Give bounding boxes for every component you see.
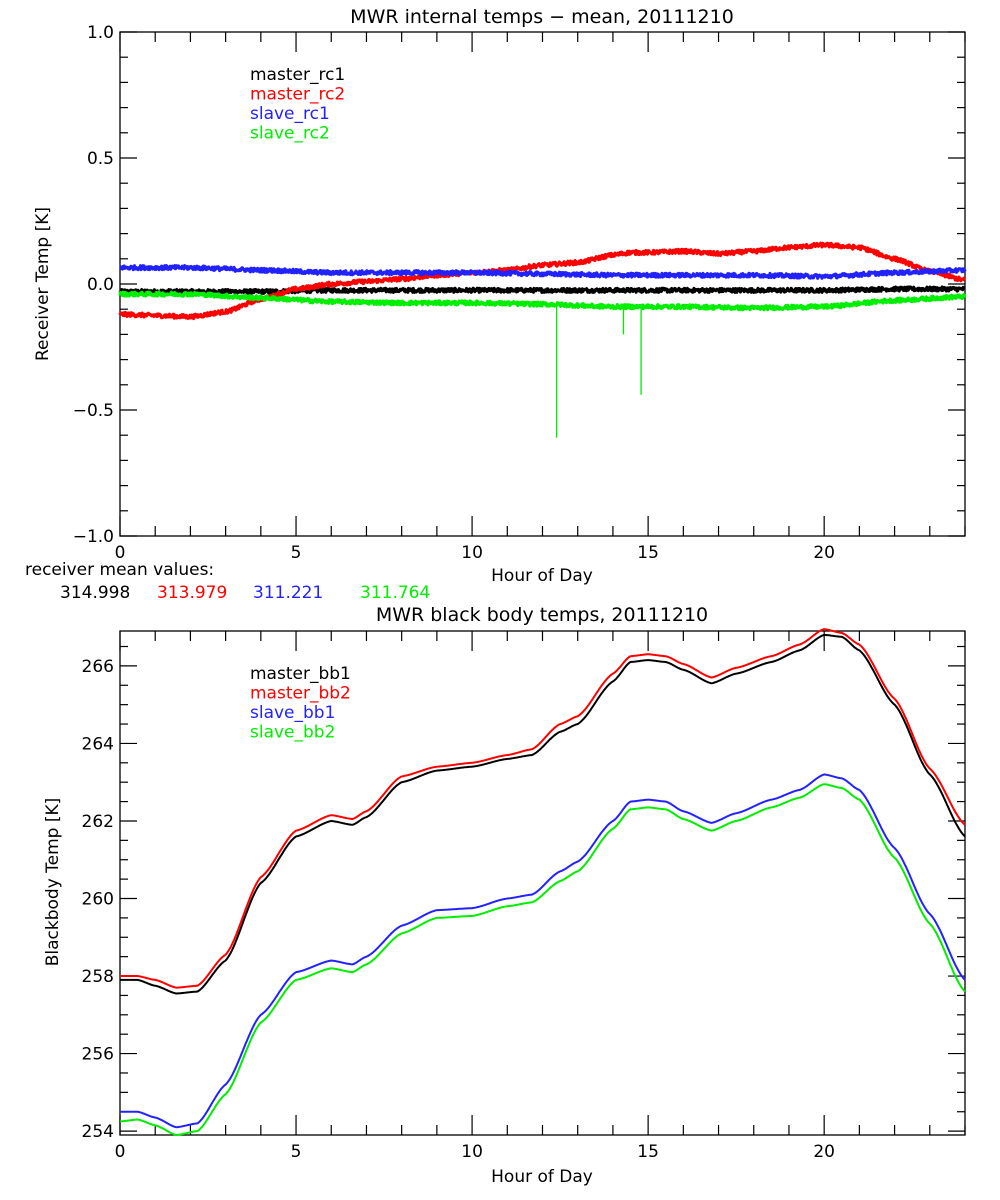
panel2-x-tick-labels: 0 5 10 15 20 — [115, 1142, 835, 1162]
mean-value: 311.221 — [253, 583, 323, 603]
receiver-mean-values-label: receiver mean values: — [25, 560, 214, 580]
y-tick-label: 264 — [82, 734, 114, 754]
legend-entry-slave_rc2: slave_rc2 — [250, 124, 330, 144]
panel2-x-axis-label: Hour of Day — [491, 1167, 593, 1187]
y-tick-label: 254 — [82, 1122, 114, 1142]
y-tick-label: 266 — [82, 657, 114, 677]
y-tick-label: 0.0 — [87, 275, 114, 295]
series-line-master_bb2 — [119, 628, 966, 989]
series-line-slave_bb2 — [119, 783, 966, 1136]
x-tick-label: 5 — [291, 543, 302, 563]
x-tick-label: 5 — [291, 1142, 302, 1162]
receiver-temps-panel: MWR internal temps − mean, 20111210 −1.0… — [25, 6, 967, 603]
x-tick-label: 0 — [115, 543, 126, 563]
series-line-slave_rc2 — [118, 290, 967, 312]
x-tick-label: 20 — [813, 543, 835, 563]
y-tick-label: 256 — [82, 1045, 114, 1065]
series-line-master_rc1 — [118, 285, 967, 296]
panel2-y-axis-label: Blackbody Temp [K] — [43, 798, 63, 967]
y-tick-label: 258 — [82, 967, 114, 987]
y-tick-label: 1.0 — [87, 23, 114, 43]
blackbody-temps-panel: MWR black body temps, 20111210 254 256 258… — [43, 604, 966, 1187]
y-tick-label: −1.0 — [73, 527, 114, 547]
legend-entry-slave_bb2: slave_bb2 — [250, 723, 335, 743]
panel2-ticks — [119, 631, 966, 1135]
panel1-plot-frame — [119, 31, 966, 537]
panel2-y-tick-labels: 254 256 258 260 262 264 266 — [82, 657, 114, 1142]
panel1-title: MWR internal temps − mean, 20111210 — [350, 6, 734, 28]
x-tick-label: 0 — [115, 1142, 126, 1162]
panel2-title: MWR black body temps, 20111210 — [376, 604, 708, 626]
legend-entry-master_rc2: master_rc2 — [250, 85, 345, 105]
panel1-x-tick-labels: 0 5 10 15 20 — [115, 543, 835, 563]
x-tick-label: 10 — [461, 543, 483, 563]
y-tick-label: 262 — [82, 812, 114, 832]
panel1-y-tick-labels: −1.0 −0.5 0.0 0.5 1.0 — [73, 23, 114, 547]
x-tick-label: 10 — [461, 1142, 483, 1162]
panel1-series — [118, 241, 967, 438]
legend-entry-slave_bb1: slave_bb1 — [250, 703, 335, 723]
legend-entry-master_bb2: master_bb2 — [250, 684, 351, 704]
legend-entry-slave_rc1: slave_rc1 — [250, 104, 330, 124]
y-tick-label: 260 — [82, 890, 114, 910]
series-line-slave_bb1 — [119, 773, 966, 1129]
x-tick-label: 15 — [637, 543, 659, 563]
y-tick-label: 0.5 — [87, 149, 114, 169]
mean-value: 311.764 — [360, 583, 430, 603]
panel1-ticks — [119, 31, 966, 537]
y-tick-label: −0.5 — [73, 401, 114, 421]
x-tick-label: 15 — [637, 1142, 659, 1162]
panel2-series — [119, 628, 966, 1136]
series-line-slave_rc1 — [118, 264, 967, 280]
receiver-mean-values: 314.998 313.979 311.221 311.764 — [60, 583, 430, 603]
panel1-y-axis-label: Receiver Temp [K] — [33, 207, 53, 361]
series-line-master_bb1 — [119, 633, 966, 995]
legend-entry-master_bb1: master_bb1 — [250, 664, 351, 684]
mean-value: 313.979 — [157, 583, 227, 603]
series-line-master_rc2 — [118, 241, 967, 321]
panel1-x-axis-label: Hour of Day — [491, 566, 593, 586]
panel2-plot-frame — [119, 630, 966, 1136]
legend-entry-master_rc1: master_rc1 — [250, 65, 345, 85]
x-tick-label: 20 — [813, 1142, 835, 1162]
mean-value: 314.998 — [60, 583, 130, 603]
